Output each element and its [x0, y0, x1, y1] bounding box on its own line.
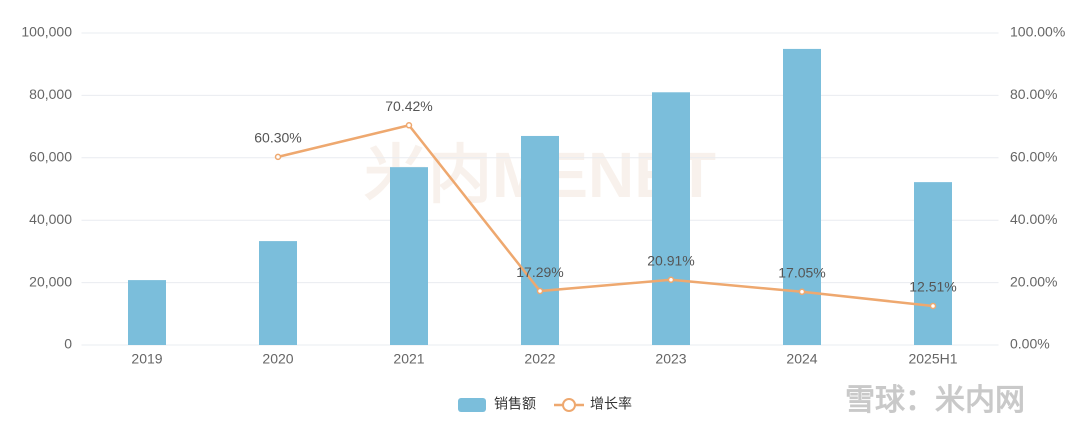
- y2-tick-label: 100.00%: [1010, 24, 1065, 40]
- bar: [652, 92, 690, 345]
- data-label: 17.05%: [778, 265, 825, 281]
- y-tick-label: 20,000: [29, 273, 72, 289]
- legend-label: 销售额: [494, 396, 536, 412]
- line-point: [405, 122, 413, 129]
- y2-tick-label: 80.00%: [1010, 86, 1057, 102]
- legend-marker: [562, 398, 576, 412]
- legend-label: 增长率: [590, 396, 632, 412]
- y2-tick-label: 40.00%: [1010, 211, 1057, 227]
- bar: [914, 182, 952, 345]
- line-point: [798, 288, 806, 296]
- x-tick-label: 2022: [524, 351, 555, 367]
- line-point: [536, 287, 544, 295]
- y-tick-label: 0: [64, 336, 72, 352]
- y-tick-label: 40,000: [29, 211, 72, 227]
- data-label: 17.29%: [516, 264, 563, 280]
- data-label: 20.91%: [647, 252, 694, 268]
- bar: [783, 48, 821, 346]
- data-label: 70.42%: [385, 98, 432, 114]
- line-point: [667, 276, 675, 284]
- y2-tick-label: 60.00%: [1010, 149, 1057, 165]
- x-tick-label: 2024: [786, 351, 817, 367]
- y-tick-label: 100,000: [21, 24, 72, 40]
- x-tick-label: 2025H1: [908, 351, 957, 367]
- x-tick-label: 2023: [655, 351, 686, 367]
- bar: [128, 280, 166, 345]
- line: [277, 123, 934, 308]
- line-point: [274, 153, 282, 161]
- corner-watermark: 雪球：米内网: [845, 384, 1025, 417]
- x-tick-label: 2019: [131, 351, 162, 367]
- bar: [259, 241, 297, 345]
- legend-swatch: [458, 398, 486, 412]
- bar: [390, 167, 428, 345]
- data-label: 60.30%: [254, 130, 301, 146]
- y-tick-label: 60,000: [29, 149, 72, 165]
- data-label: 12.51%: [909, 279, 956, 295]
- x-tick-label: 2021: [393, 351, 424, 367]
- bar: [521, 135, 559, 345]
- x-tick-label: 2020: [262, 351, 293, 367]
- y2-tick-label: 20.00%: [1010, 273, 1057, 289]
- y-tick-label: 80,000: [29, 86, 72, 102]
- line-point: [929, 302, 937, 310]
- y2-tick-label: 0.00%: [1010, 336, 1050, 352]
